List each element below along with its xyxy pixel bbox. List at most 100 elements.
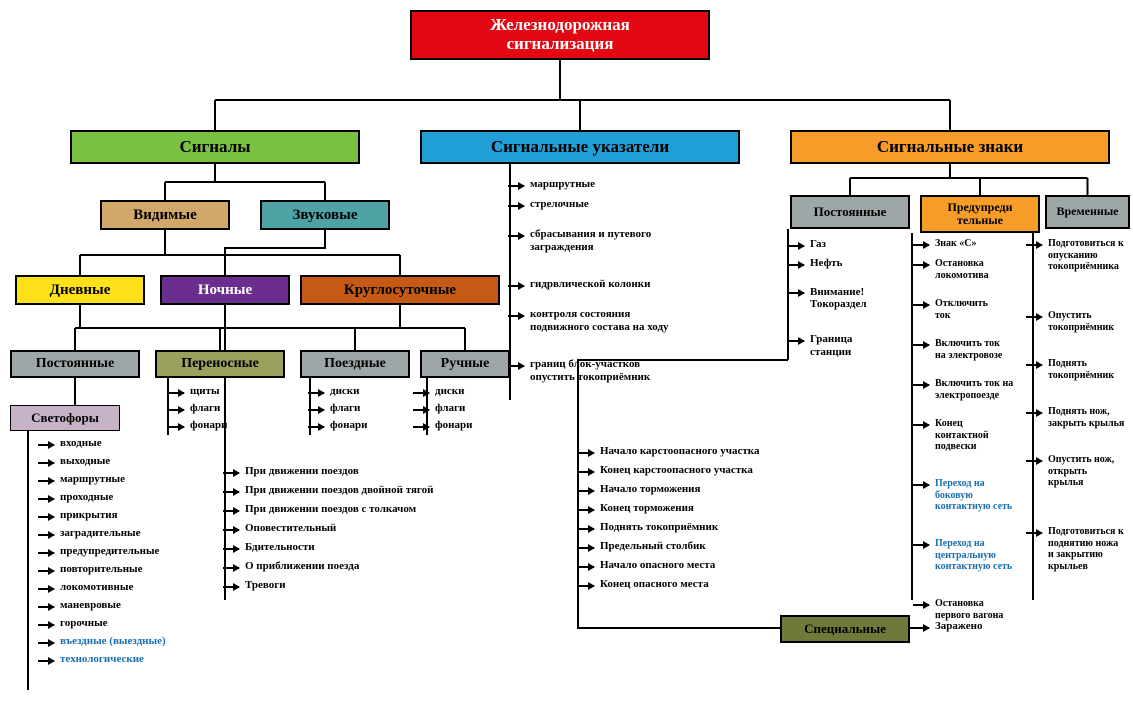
list-item: маневровые	[60, 599, 121, 612]
node-train: Поездные	[300, 350, 410, 378]
bullet-arrow	[788, 264, 804, 266]
list-item: Включить ток на электровозе	[935, 338, 1002, 361]
list-item: Опустить токоприёмник	[1048, 310, 1114, 333]
list-item: маршрутные	[530, 178, 595, 191]
list-item: Опустить нож, открыть крылья	[1048, 454, 1114, 489]
list-item: технологические	[60, 653, 144, 666]
bullet-arrow	[913, 264, 929, 266]
list-item: маршрутные	[60, 473, 125, 486]
bullet-arrow	[578, 471, 594, 473]
node-portable: Переносные	[155, 350, 285, 378]
bullet-arrow	[223, 548, 239, 550]
list-item: повторительные	[60, 563, 143, 576]
list-item: При движении поездов двойной тягой	[245, 484, 433, 497]
node-signs: Сигнальные знаки	[790, 130, 1110, 164]
list-item: Конец контактной подвески	[935, 418, 989, 453]
list-item: щиты	[190, 385, 220, 398]
list-item: диски	[435, 385, 464, 398]
list-item: Граница станции	[810, 333, 852, 358]
bullet-arrow	[223, 567, 239, 569]
list-item: Конец карстоопасного участка	[600, 464, 753, 477]
node-audible: Звуковые	[260, 200, 390, 230]
node-signs_warn: Предупреди тельные	[920, 195, 1040, 233]
list-item: Поднять нож, закрыть крылья	[1048, 406, 1124, 429]
list-item: Тревоги	[245, 579, 286, 592]
list-item: въездные (выездные)	[60, 635, 166, 648]
bullet-arrow	[413, 426, 429, 428]
bullet-arrow	[1026, 244, 1042, 246]
list-item: Внимание! Токораздел	[810, 286, 867, 311]
diagram-stage: Железнодорожная сигнализацияСигналыСигна…	[0, 0, 1133, 702]
bullet-arrow	[38, 444, 54, 446]
node-visible: Видимые	[100, 200, 230, 230]
list-item: Подготовиться к опусканию токоприёмника	[1048, 238, 1124, 273]
node-svetofory: Светофоры	[10, 405, 120, 431]
bullet-arrow	[38, 660, 54, 662]
list-item: прикрытия	[60, 509, 118, 522]
list-item: О приближении поезда	[245, 560, 359, 573]
list-item: Остановка локомотива	[935, 258, 989, 281]
bullet-arrow	[913, 344, 929, 346]
bullet-arrow	[413, 392, 429, 394]
bullet-arrow	[1026, 364, 1042, 366]
bullet-arrow	[578, 528, 594, 530]
bullet-arrow	[38, 588, 54, 590]
list-item: Включить ток на электропоезде	[935, 378, 1013, 401]
list-item: диски	[330, 385, 359, 398]
node-permanent: Постоянные	[10, 350, 140, 378]
bullet-arrow	[223, 472, 239, 474]
bullet-arrow	[223, 529, 239, 531]
list-item: Отключить ток	[935, 298, 988, 321]
node-hand: Ручные	[420, 350, 510, 378]
list-item: флаги	[190, 402, 220, 415]
list-item: Подготовиться к поднятию ножа и закрытию…	[1048, 526, 1124, 572]
list-item: фонари	[330, 419, 367, 432]
bullet-arrow	[168, 426, 184, 428]
list-item: При движении поездов с толкачом	[245, 503, 416, 516]
list-item: локомотивные	[60, 581, 133, 594]
bullet-arrow	[788, 340, 804, 342]
list-item: Поднять токоприёмник	[600, 521, 718, 534]
list-item: Нефть	[810, 257, 842, 270]
bullet-arrow	[38, 606, 54, 608]
bullet-arrow	[578, 547, 594, 549]
bullet-arrow	[578, 509, 594, 511]
list-item: флаги	[330, 402, 360, 415]
bullet-arrow	[508, 285, 524, 287]
bullet-arrow	[38, 462, 54, 464]
list-item: стрелочные	[530, 198, 589, 211]
bullet-arrow	[913, 604, 929, 606]
list-item: гидрвлической колонки	[530, 278, 650, 291]
bullet-arrow	[168, 409, 184, 411]
node-signals: Сигналы	[70, 130, 360, 164]
node-signs_perm: Постоянные	[790, 195, 910, 229]
bullet-arrow	[1026, 532, 1042, 534]
list-item: фонари	[435, 419, 472, 432]
node-allday: Круглосуточные	[300, 275, 500, 305]
bullet-arrow	[913, 384, 929, 386]
bullet-arrow	[223, 510, 239, 512]
list-item: Начало торможения	[600, 483, 700, 496]
list-item: контроля состояния подвижного состава на…	[530, 308, 669, 333]
bullet-arrow	[913, 627, 929, 629]
list-item: Начало карстоопасного участка	[600, 445, 759, 458]
list-item: Газ	[810, 238, 826, 251]
list-item: горочные	[60, 617, 108, 630]
bullet-arrow	[913, 304, 929, 306]
list-item: Предельный столбик	[600, 540, 706, 553]
node-special: Специальные	[780, 615, 910, 643]
bullet-arrow	[38, 570, 54, 572]
list-item: Бдительности	[245, 541, 315, 554]
list-item: Остановка первого вагона	[935, 598, 1003, 621]
node-indicators: Сигнальные указатели	[420, 130, 740, 164]
list-item: Переход на центральную контактную сеть	[935, 538, 1012, 573]
list-item: фонари	[190, 419, 227, 432]
bullet-arrow	[578, 566, 594, 568]
bullet-arrow	[413, 409, 429, 411]
bullet-arrow	[788, 292, 804, 294]
bullet-arrow	[913, 484, 929, 486]
bullet-arrow	[38, 534, 54, 536]
list-item: выходные	[60, 455, 110, 468]
bullet-arrow	[578, 490, 594, 492]
list-item: Заражено	[935, 620, 982, 633]
